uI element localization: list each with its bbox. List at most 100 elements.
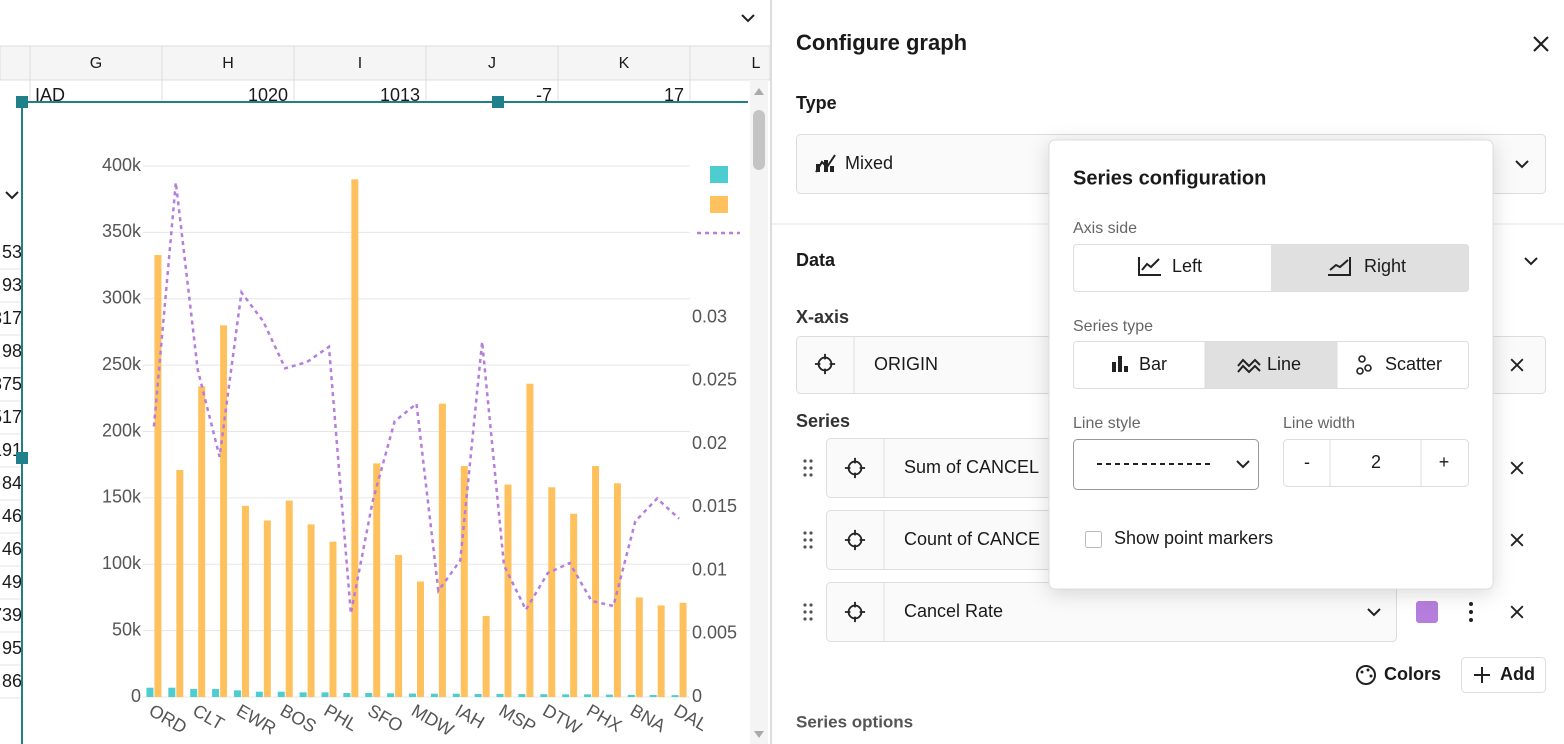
y2-tick-label: 0.015 — [692, 496, 737, 516]
cell[interactable]: 317 — [0, 308, 22, 328]
y-tick-label: 300k — [102, 288, 142, 308]
segment-active[interactable] — [1271, 245, 1468, 291]
bar — [307, 524, 315, 697]
cell[interactable]: 1020 — [248, 85, 288, 105]
remove-button[interactable] — [1510, 605, 1524, 619]
line-style-select[interactable] — [1073, 439, 1259, 490]
bar — [452, 693, 460, 697]
bar — [430, 693, 438, 697]
cell[interactable]: 53 — [2, 242, 22, 262]
cell[interactable]: 46 — [2, 539, 22, 559]
segment-active[interactable] — [1205, 342, 1337, 388]
column-header[interactable]: J — [488, 55, 496, 72]
popup-title: Series configuration — [1073, 167, 1266, 189]
increment[interactable]: + — [1439, 452, 1450, 472]
cell[interactable]: 93 — [2, 275, 22, 295]
bar — [343, 693, 351, 697]
bar — [548, 487, 556, 697]
remove-button[interactable] — [1510, 533, 1524, 547]
line — [152, 182, 680, 614]
bar — [263, 520, 271, 697]
bar — [387, 693, 395, 697]
cell[interactable]: -7 — [536, 85, 552, 105]
resize-handle[interactable] — [16, 96, 28, 108]
decrement[interactable]: - — [1304, 452, 1310, 472]
cell[interactable]: 1013 — [380, 85, 420, 105]
mixed-icon — [815, 154, 836, 173]
y2-tick-label: 0.025 — [692, 370, 737, 390]
cell[interactable]: 46 — [2, 506, 22, 526]
cell[interactable]: 17 — [664, 85, 684, 105]
cell[interactable]: 86 — [2, 671, 22, 691]
cell[interactable]: 95 — [2, 638, 22, 658]
bar — [168, 687, 176, 697]
resize-handle[interactable] — [492, 96, 504, 108]
bar — [584, 694, 592, 697]
segment[interactable]: Bar — [1139, 354, 1167, 374]
resize-handle[interactable] — [16, 452, 28, 464]
field-label: X-axis — [796, 307, 849, 327]
partial-cells: 539331798375517191844646497399586 — [0, 242, 22, 699]
bar — [526, 383, 534, 697]
drag-handle[interactable] — [803, 459, 813, 477]
colors-button[interactable]: Colors — [1384, 664, 1441, 684]
cell[interactable]: 84 — [2, 473, 22, 493]
xaxis-value: ORIGIN — [874, 354, 938, 374]
checkbox[interactable] — [1085, 531, 1102, 548]
column-header[interactable]: K — [619, 55, 630, 72]
bar — [540, 694, 548, 697]
cell[interactable]: 49 — [2, 572, 22, 592]
cell[interactable]: IAD — [35, 85, 65, 105]
field-label: Series — [796, 411, 850, 431]
section-label: Type — [796, 93, 837, 113]
bar — [438, 403, 446, 697]
segment[interactable]: Right — [1364, 256, 1406, 276]
segment[interactable]: Left — [1172, 256, 1202, 276]
y2-tick-label: 0.01 — [692, 559, 727, 579]
column-header[interactable]: L — [752, 55, 761, 72]
bar — [321, 692, 329, 697]
bar — [504, 484, 512, 697]
close-button[interactable] — [1532, 35, 1550, 53]
series-name: Sum of CANCEL — [904, 457, 1039, 477]
palette-icon — [1356, 665, 1376, 685]
bar — [154, 254, 162, 697]
bar — [373, 463, 381, 697]
legend-swatch — [710, 166, 728, 183]
column-header[interactable]: G — [90, 55, 102, 72]
column-dividers — [29, 46, 691, 102]
y-tick-label: 400k — [102, 155, 142, 175]
chevron — [1515, 160, 1529, 169]
y-tick-label: 350k — [102, 221, 142, 241]
cell[interactable]: 375 — [0, 374, 22, 394]
drag-handle[interactable] — [803, 603, 813, 621]
chevron — [1236, 460, 1250, 469]
field-label: Axis side — [1073, 220, 1137, 237]
sheet-chevron[interactable] — [741, 14, 755, 23]
line-width-input[interactable]: 2 — [1371, 452, 1381, 472]
segment[interactable]: Line — [1267, 354, 1301, 374]
kebab-menu[interactable] — [1469, 602, 1473, 622]
remove-button[interactable] — [1510, 461, 1524, 475]
column-header[interactable]: H — [222, 55, 234, 72]
column-header[interactable]: I — [358, 55, 362, 72]
field-label: Line width — [1283, 415, 1355, 432]
drag-handle[interactable] — [803, 531, 813, 549]
collapse-chevron[interactable] — [1524, 257, 1538, 266]
cell[interactable]: 98 — [2, 341, 22, 361]
legend-swatch — [710, 196, 728, 213]
cell[interactable]: 739 — [0, 605, 22, 625]
cell-chevron — [5, 191, 19, 200]
checkbox-label[interactable]: Show point markers — [1114, 528, 1273, 548]
bar — [679, 602, 687, 697]
add-button-box[interactable] — [1461, 657, 1546, 693]
bar — [365, 693, 373, 697]
segment[interactable]: Scatter — [1385, 354, 1442, 374]
chart-area[interactable] — [22, 102, 748, 744]
cell[interactable]: 517 — [0, 407, 22, 427]
bar — [671, 695, 679, 697]
scrollbar-thumb[interactable] — [753, 110, 765, 170]
series-color[interactable] — [1416, 601, 1438, 623]
add-button[interactable]: Add — [1500, 664, 1535, 684]
